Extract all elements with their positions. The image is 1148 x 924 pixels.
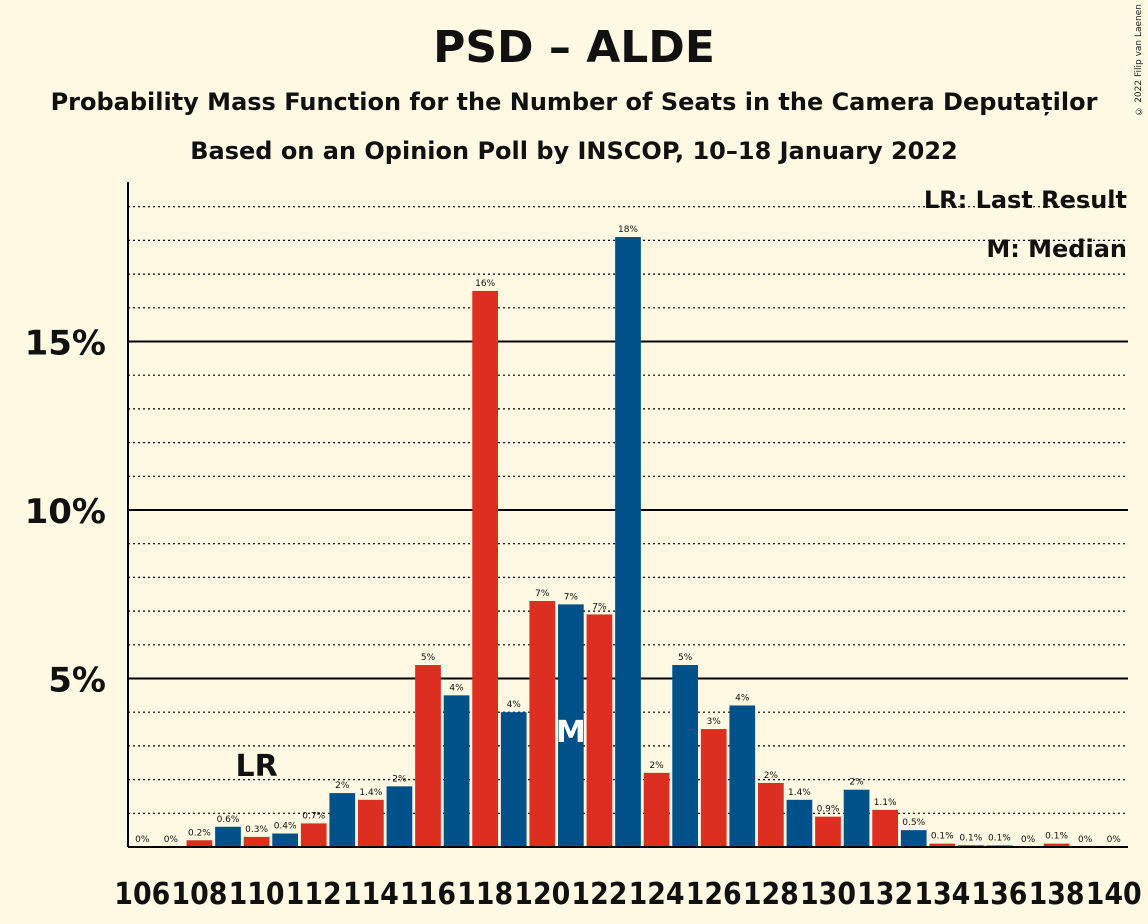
x-tick-label: 114 <box>343 877 399 912</box>
bar-130 <box>815 816 841 847</box>
bar-133 <box>900 830 927 847</box>
x-tick-label: 118 <box>457 877 513 912</box>
bar-110 <box>243 836 270 847</box>
chart-source-subtitle: Based on an Opinion Poll by INSCOP, 10–1… <box>190 137 958 165</box>
bar-128 <box>758 782 784 847</box>
bars <box>186 237 1070 847</box>
bar-label-112: 0.7% <box>302 811 325 821</box>
bar-116 <box>415 665 441 847</box>
x-tick-labels: 106 108 110 112 114 116 118 120 122 124 126 128 130 1… <box>114 877 1141 912</box>
last-result-marker: LR <box>235 749 277 784</box>
bar-label-129: 1.4% <box>788 788 811 798</box>
markers: LR M <box>235 715 585 784</box>
bar-123 <box>615 237 641 847</box>
bar-label-124: 2% <box>649 761 664 771</box>
y-tick-label: 5% <box>48 661 106 701</box>
bar-138 <box>1043 843 1070 847</box>
x-tick-label: 132 <box>857 877 913 912</box>
bar-113 <box>329 793 356 847</box>
bar-label-125: 5% <box>678 653 693 663</box>
bar-label-126: 3% <box>707 717 722 727</box>
x-tick-label: 122 <box>571 877 627 912</box>
bar-label-121: 7% <box>564 592 579 602</box>
bar-112 <box>300 823 327 847</box>
x-tick-label: 138 <box>1029 877 1085 912</box>
x-tick-label: 108 <box>171 877 227 912</box>
bar-label-111: 0.4% <box>274 822 297 832</box>
chart-title: PSD – ALDE <box>433 22 715 73</box>
bar-label-118: 16% <box>475 279 495 289</box>
bar-label-123: 18% <box>618 225 638 235</box>
y-tick-label: 10% <box>25 492 106 532</box>
bar-120 <box>529 600 556 847</box>
bar-label-110: 0.3% <box>245 825 268 835</box>
bar-label-122: 7% <box>592 602 607 612</box>
bar-115 <box>386 786 413 847</box>
x-tick-label: 130 <box>800 877 856 912</box>
bar-label-113: 2% <box>335 781 350 791</box>
legend-median: M: Median <box>986 235 1127 263</box>
bar-126 <box>700 729 727 847</box>
bar-label-106: 0% <box>135 835 150 845</box>
bar-114 <box>358 799 384 847</box>
bar-119 <box>500 712 527 847</box>
x-tick-label: 112 <box>286 877 342 912</box>
bar-label-131: 2% <box>849 778 864 788</box>
bar-label-119: 4% <box>507 700 522 710</box>
bar-label-138: 0.1% <box>1045 832 1068 842</box>
bar-108 <box>186 840 213 847</box>
bar-label-139: 0% <box>1078 835 1093 845</box>
bar-label-120: 7% <box>535 589 550 599</box>
bar-121 <box>558 604 584 847</box>
bar-127 <box>729 705 756 847</box>
x-tick-label: 116 <box>400 877 456 912</box>
chart-subtitle: Probability Mass Function for the Number… <box>50 88 1098 116</box>
bar-label-133: 0.5% <box>902 818 925 828</box>
bar-131 <box>843 789 870 847</box>
x-tick-label: 120 <box>514 877 570 912</box>
bar-label-116: 5% <box>421 653 436 663</box>
bar-label-134: 0.1% <box>931 832 954 842</box>
bar-label-109: 0.6% <box>217 815 240 825</box>
bar-label-132: 1.1% <box>874 798 897 808</box>
bar-109 <box>215 826 241 847</box>
x-tick-label: 124 <box>629 877 685 912</box>
bar-125 <box>672 665 698 847</box>
median-marker: M <box>556 715 586 750</box>
x-tick-label: 140 <box>1086 877 1142 912</box>
bar-label-136: 0.1% <box>988 833 1011 843</box>
bar-label-115: 2% <box>392 774 407 784</box>
bar-129 <box>786 799 813 847</box>
bar-label-114: 1.4% <box>359 788 382 798</box>
bar-labels: 0% 0% 0.2% 0.6% 0.3% 0.4% 0.7% 2% 1.4% 2% 5% 4% 16% 4… <box>135 225 1121 845</box>
bar-label-117: 4% <box>449 683 464 693</box>
bar-111 <box>272 833 298 847</box>
bar-124 <box>643 772 670 847</box>
y-tick-labels: 5% 10% 15% <box>25 324 106 701</box>
bar-117 <box>443 695 470 847</box>
bar-134 <box>929 843 956 847</box>
x-tick-label: 106 <box>114 877 170 912</box>
x-tick-label: 128 <box>743 877 799 912</box>
bar-label-108: 0.2% <box>188 828 211 838</box>
legend-last-result: LR: Last Result <box>924 186 1127 214</box>
x-tick-label: 126 <box>686 877 742 912</box>
bar-label-137: 0% <box>1021 835 1036 845</box>
x-tick-label: 134 <box>914 877 970 912</box>
bar-118 <box>472 290 498 847</box>
bar-132 <box>872 809 898 847</box>
bar-label-127: 4% <box>735 693 750 703</box>
x-tick-label: 110 <box>229 877 285 912</box>
bar-label-130: 0.9% <box>817 805 840 815</box>
bar-label-135: 0.1% <box>959 833 982 843</box>
bar-label-128: 2% <box>764 771 779 781</box>
x-tick-label: 136 <box>971 877 1027 912</box>
bar-label-140: 0% <box>1107 835 1122 845</box>
axes <box>127 182 1128 848</box>
y-tick-label: 15% <box>25 324 106 364</box>
bar-122 <box>586 614 613 847</box>
bar-label-107: 0% <box>164 835 179 845</box>
